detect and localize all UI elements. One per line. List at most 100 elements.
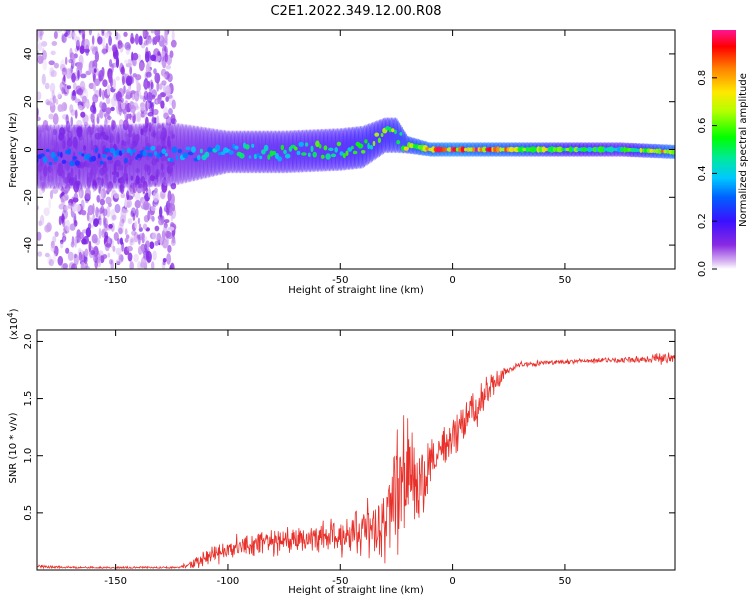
spectrum-signal-core	[482, 146, 487, 153]
spectrum-noise-blob	[114, 32, 121, 41]
spectrum-noise-blob	[48, 259, 55, 267]
spectrum-noise-blob	[63, 205, 69, 211]
spectrum-noise-blob	[134, 90, 140, 102]
spectrum-noise-blob	[157, 234, 161, 243]
spectrum-noise-blob	[50, 245, 56, 252]
spectrum-signal-core	[215, 144, 221, 152]
spectrogram-x-tick-label: -100	[217, 275, 240, 286]
snr-y-tick-label: 0.5	[23, 505, 34, 521]
spectrum-signal-core	[330, 153, 337, 158]
spectrum-signal-core	[639, 147, 643, 153]
spectrum-noise-blob	[93, 218, 99, 227]
spectrum-noise-blob	[167, 244, 172, 253]
spectrum-signal-core	[185, 146, 191, 151]
spectrum-noise-blob	[170, 238, 176, 246]
spectrum-signal-core	[568, 146, 573, 153]
spectrum-signal-core	[409, 143, 415, 149]
spectrum-signal-core	[99, 160, 104, 165]
spectrum-signal-core	[325, 153, 331, 160]
spectrum-noise-blob	[60, 241, 64, 249]
snr-multiplier-base: (x10	[9, 317, 20, 340]
spectrum-noise-blob	[135, 207, 139, 218]
spectrum-noise-blob	[37, 205, 40, 210]
spectrum-noise-blob	[165, 85, 171, 97]
spectrum-noise-blob	[52, 113, 59, 125]
spectrum-signal-core	[336, 141, 342, 147]
spectrum-noise-blob	[105, 107, 112, 115]
spectrum-noise-blob	[44, 252, 50, 258]
colorbar-gradient	[712, 30, 736, 269]
spectrum-noise-blob	[127, 195, 134, 200]
spectrum-signal-core	[452, 147, 458, 152]
spectrum-noise-blob	[92, 94, 99, 104]
spectrum-noise-blob	[94, 237, 101, 246]
spectrum-noise-blob	[61, 76, 66, 86]
spectrum-noise-blob	[157, 94, 163, 100]
spectrum-noise-blob	[61, 213, 65, 224]
spectrum-noise-blob	[130, 32, 134, 45]
spectrum-noise-blob	[131, 90, 135, 101]
spectrum-noise-blob	[171, 30, 175, 42]
spectrogram-marks	[37, 30, 675, 269]
spectrum-noise-blob	[146, 251, 152, 263]
spectrum-signal-core	[320, 154, 325, 159]
spectrum-noise-blob	[167, 226, 175, 231]
spectrogram-y-tick-label: 0	[23, 146, 34, 152]
spectrum-noise-blob	[166, 54, 173, 66]
spectrum-noise-blob	[109, 59, 113, 68]
spectrum-noise-blob	[137, 53, 142, 62]
spectrum-noise-blob	[99, 219, 102, 226]
spectrum-noise-blob	[53, 31, 58, 39]
spectrum-noise-blob	[69, 223, 76, 231]
spectrum-noise-blob	[97, 36, 103, 45]
spectrum-noise-blob	[126, 245, 133, 252]
spectrum-noise-blob	[94, 51, 99, 63]
spectrum-signal-core	[196, 154, 201, 161]
spectrum-noise-blob	[99, 198, 105, 206]
spectrum-noise-blob	[80, 199, 85, 211]
spectrum-noise-blob	[150, 54, 157, 62]
spectrum-signal-core	[660, 149, 665, 153]
spectrum-signal-core	[261, 149, 266, 155]
spectrum-noise-blob	[144, 109, 148, 115]
spectrum-noise-blob	[147, 214, 153, 220]
spectrum-noise-blob	[124, 95, 130, 100]
spectrum-signal-core	[107, 156, 113, 161]
spectrum-noise-blob	[124, 110, 128, 120]
spectrum-signal-core	[39, 153, 45, 158]
spectrum-noise-blob	[145, 35, 150, 46]
snr-frame	[36, 329, 676, 571]
spectrum-noise-blob	[52, 253, 57, 263]
spectrum-signal-core	[391, 128, 395, 133]
spectrum-noise-blob	[71, 72, 76, 83]
spectrum-noise-blob	[105, 196, 112, 205]
spectrum-noise-blob	[164, 30, 168, 40]
spectrum-signal-core	[328, 147, 334, 151]
spectrum-noise-blob	[134, 200, 141, 209]
spectrum-signal-core	[496, 146, 500, 153]
spectrum-noise-blob	[143, 254, 146, 259]
spectrum-signal-core	[253, 153, 257, 160]
spectrum-noise-blob	[154, 72, 161, 84]
spectrum-noise-blob	[37, 42, 43, 52]
spectrogram-x-tick-label: -50	[332, 275, 348, 286]
spectrum-noise-blob	[160, 53, 163, 65]
spectrum-noise-blob	[111, 214, 117, 221]
spectrum-noise-blob	[108, 35, 112, 46]
spectrum-noise-blob	[80, 111, 86, 118]
snr-series-line	[37, 352, 675, 570]
spectrum-noise-blob	[61, 87, 65, 95]
spectrum-signal-core	[439, 146, 444, 153]
spectrum-noise-blob	[168, 108, 173, 115]
spectrum-noise-blob	[44, 82, 50, 90]
spectrum-noise-blob	[170, 262, 175, 269]
spectrum-noise-blob	[102, 79, 108, 87]
spectrum-noise-blob	[72, 32, 77, 41]
spectrum-noise-blob	[37, 116, 41, 122]
spectrum-signal-core	[124, 157, 128, 164]
spectrum-noise-blob	[90, 112, 95, 123]
spectrum-signal-core	[267, 154, 271, 160]
spectrum-noise-blob	[88, 217, 93, 224]
spectrum-noise-blob	[130, 210, 134, 217]
spectrum-signal-core	[475, 147, 478, 152]
